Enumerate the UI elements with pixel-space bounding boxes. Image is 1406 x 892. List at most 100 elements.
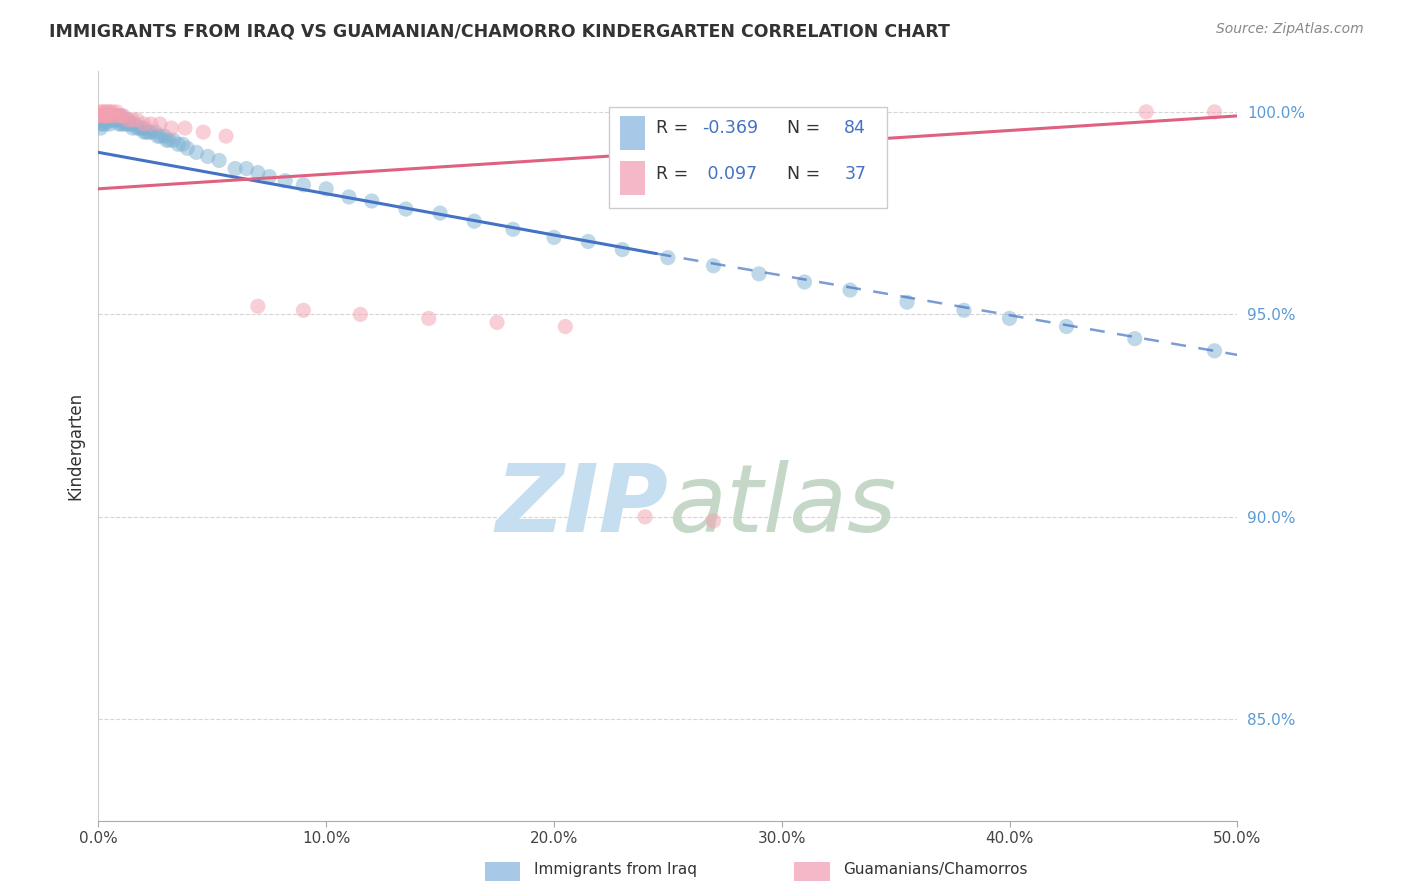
- Text: -0.369: -0.369: [702, 119, 758, 136]
- Point: [110, 112, 132, 127]
- Point: [132, 125, 155, 139]
- Point: [315, 182, 337, 196]
- FancyBboxPatch shape: [609, 107, 887, 208]
- Point: [110, 117, 132, 131]
- Point: [114, 117, 136, 131]
- Text: R =: R =: [657, 119, 695, 136]
- Point: [112, 112, 135, 127]
- Text: atlas: atlas: [668, 460, 896, 551]
- Point: [149, 129, 172, 144]
- Point: [157, 133, 180, 147]
- Point: [98, 117, 121, 131]
- Point: [131, 121, 153, 136]
- Point: [1204, 343, 1226, 358]
- Text: Source: ZipAtlas.com: Source: ZipAtlas.com: [1216, 22, 1364, 37]
- Point: [103, 112, 125, 127]
- Point: [486, 316, 509, 330]
- Point: [246, 166, 269, 180]
- Point: [94, 109, 117, 123]
- Point: [121, 117, 143, 131]
- Point: [149, 117, 172, 131]
- Text: IMMIGRANTS FROM IRAQ VS GUAMANIAN/CHAMORRO KINDERGARTEN CORRELATION CHART: IMMIGRANTS FROM IRAQ VS GUAMANIAN/CHAMOR…: [49, 22, 950, 40]
- Point: [160, 121, 183, 136]
- Point: [91, 112, 114, 127]
- Point: [105, 112, 128, 127]
- Point: [87, 109, 110, 123]
- Point: [1204, 104, 1226, 119]
- Point: [292, 303, 315, 318]
- Point: [576, 235, 599, 249]
- Point: [91, 117, 114, 131]
- Point: [224, 161, 246, 176]
- Point: [98, 104, 121, 119]
- Point: [127, 112, 149, 127]
- Point: [793, 275, 815, 289]
- Point: [156, 133, 179, 147]
- Point: [103, 109, 125, 123]
- Point: [235, 161, 257, 176]
- Point: [94, 109, 117, 123]
- Point: [274, 174, 297, 188]
- Point: [292, 178, 315, 192]
- Point: [91, 104, 114, 119]
- Point: [839, 283, 862, 297]
- Point: [96, 109, 118, 123]
- Point: [1054, 319, 1078, 334]
- Point: [108, 109, 131, 123]
- Point: [463, 214, 485, 228]
- Point: [139, 117, 162, 131]
- Point: [702, 514, 724, 528]
- Point: [657, 251, 679, 265]
- Point: [543, 230, 565, 244]
- Point: [114, 112, 136, 127]
- Point: [96, 104, 118, 119]
- Point: [105, 109, 128, 123]
- Y-axis label: Kindergarten: Kindergarten: [66, 392, 84, 500]
- Point: [117, 112, 139, 127]
- Text: 37: 37: [845, 165, 866, 183]
- Point: [94, 104, 117, 119]
- Point: [120, 117, 142, 131]
- Point: [337, 190, 360, 204]
- Point: [153, 129, 176, 144]
- Point: [90, 109, 112, 123]
- Point: [90, 104, 112, 119]
- Point: [502, 222, 524, 236]
- Text: Guamanians/Chamorros: Guamanians/Chamorros: [844, 863, 1028, 877]
- Point: [105, 104, 128, 119]
- Point: [98, 112, 121, 127]
- Point: [108, 109, 131, 123]
- Point: [87, 112, 110, 127]
- Point: [395, 202, 418, 216]
- Point: [112, 117, 135, 131]
- Point: [110, 109, 132, 123]
- Text: N =: N =: [776, 165, 825, 183]
- Point: [132, 121, 155, 136]
- Point: [1123, 332, 1146, 346]
- Text: 84: 84: [845, 119, 866, 136]
- Point: [215, 129, 238, 144]
- Point: [94, 117, 117, 131]
- Point: [90, 117, 112, 131]
- Point: [132, 117, 155, 131]
- Point: [108, 117, 131, 131]
- Point: [117, 117, 139, 131]
- Point: [98, 109, 121, 123]
- Point: [176, 141, 198, 155]
- Point: [124, 117, 146, 131]
- Point: [101, 109, 124, 123]
- Point: [193, 125, 215, 139]
- Point: [246, 299, 269, 313]
- Point: [91, 109, 114, 123]
- Point: [197, 149, 219, 163]
- Point: [634, 509, 657, 524]
- Point: [146, 129, 169, 144]
- Bar: [620, 161, 645, 195]
- Point: [174, 121, 197, 136]
- Point: [94, 112, 117, 127]
- Point: [702, 259, 724, 273]
- Point: [96, 112, 118, 127]
- Point: [90, 109, 112, 123]
- Point: [101, 112, 124, 127]
- Point: [121, 112, 143, 127]
